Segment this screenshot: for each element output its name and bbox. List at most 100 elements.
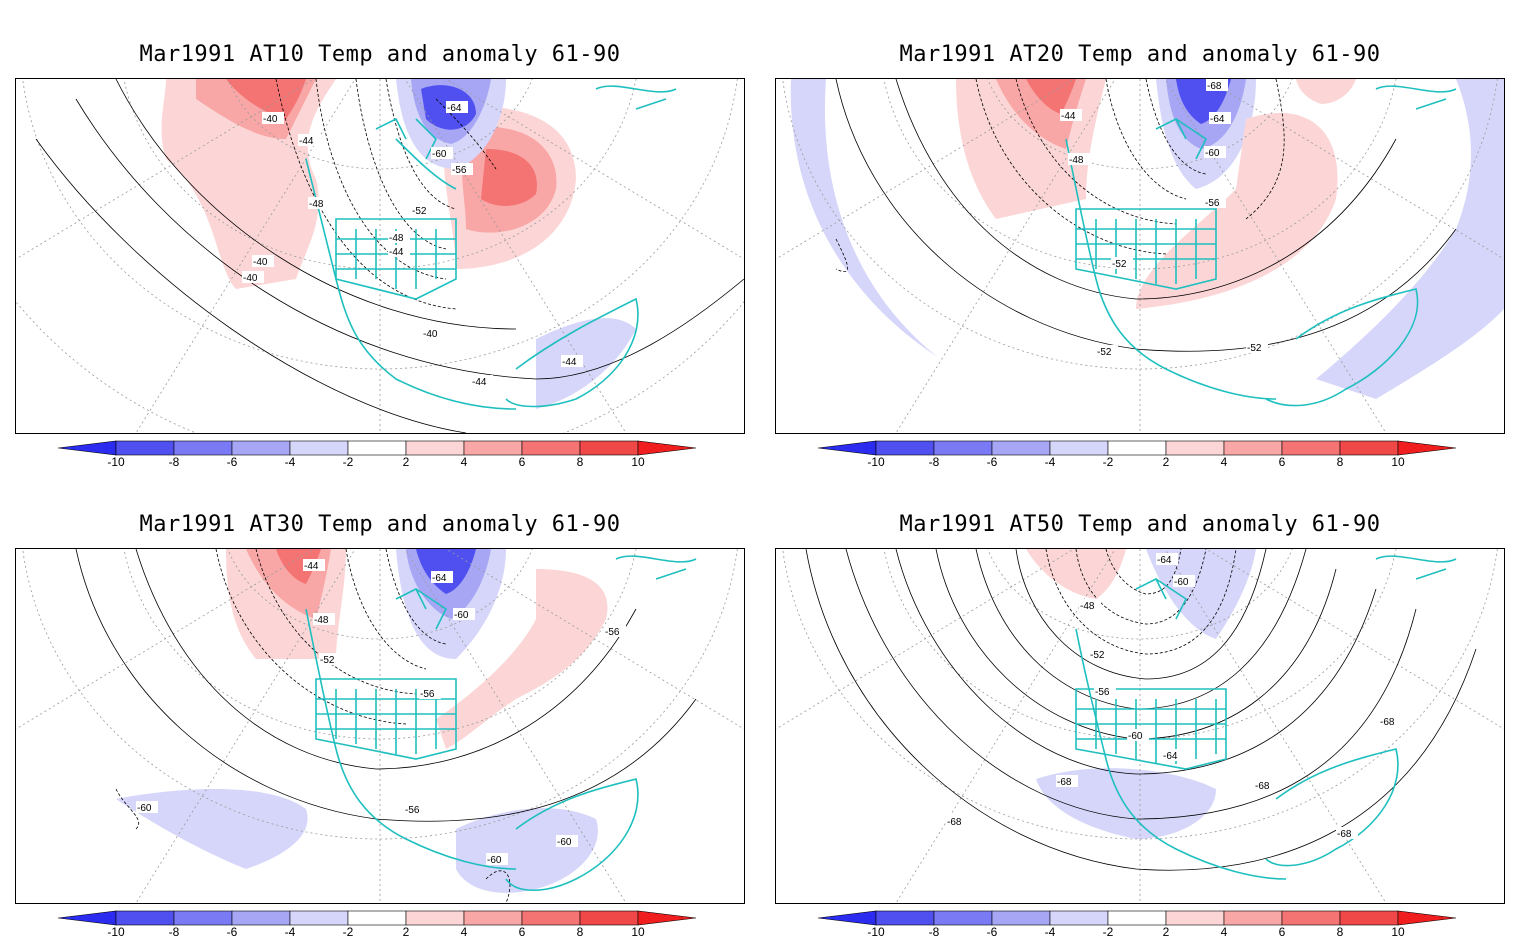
- contour-label: -56: [405, 805, 420, 816]
- colorbar-tick-label: -8: [929, 925, 940, 937]
- colorbar-tick-label: 8: [1337, 925, 1344, 937]
- map-at20: -68 -64 -44 -48 -60 -56 -52 -52 -52: [776, 79, 1504, 433]
- colorbar-tick-label: -6: [987, 925, 998, 937]
- colorbar-tick-label: 2: [403, 925, 410, 937]
- contour-label: -48: [1069, 155, 1084, 166]
- colorbar-graphic: -10 -8 -6 -4 -2 2 4 6 8 10: [57, 440, 697, 469]
- colorbar-segment: [991, 910, 1051, 926]
- coastlines: [1075, 555, 1457, 880]
- panel-at30: Mar1991 AT30 Temp and anomaly 61-90: [0, 470, 760, 940]
- contour-label: -48: [389, 233, 404, 244]
- contour-label: -44: [304, 561, 319, 572]
- map-at50: -64 -60 -48 -52 -56 -60 -64 -68 -68 -68 …: [776, 549, 1504, 903]
- contour-label: -68: [1255, 781, 1270, 792]
- map-frame: -64 -60 -48 -52 -56 -60 -64 -68 -68 -68 …: [775, 548, 1505, 904]
- colorbar-tick-label: -6: [227, 455, 238, 467]
- colorbar-tick-label: 6: [519, 925, 526, 937]
- map-frame: -44 -64 -48 -60 -52 -56 -56 -56 -60 -60 …: [15, 548, 745, 904]
- colorbar-segment: [579, 910, 639, 926]
- colorbar-tick-label: 10: [1391, 455, 1405, 467]
- colorbar-tick-label: -10: [107, 925, 125, 937]
- colorbar-segment: [991, 440, 1051, 456]
- colorbar-segment: [1107, 440, 1167, 456]
- contour-label: -60: [1174, 577, 1189, 588]
- colorbar-segment: [1049, 910, 1109, 926]
- contour-label: -40: [243, 273, 258, 284]
- contour-label: -68: [947, 817, 962, 828]
- colorbar-segment: [289, 440, 349, 456]
- colorbar-tick-label: -2: [343, 455, 354, 467]
- contour-label: -52: [1090, 650, 1105, 661]
- colorbar-segment: [289, 910, 349, 926]
- contour-labels: -68 -64 -44 -48 -60 -56 -52 -52 -52: [1060, 79, 1268, 358]
- contour-label: -60: [454, 610, 469, 621]
- colorbar-tick-label: 4: [461, 455, 468, 467]
- contour-label: -68: [1207, 81, 1222, 92]
- colorbar-tick-label: 6: [1279, 925, 1286, 937]
- contour-label: -56: [452, 165, 467, 176]
- colorbar-graphic: -10 -8 -6 -4 -2 2 4 6 8 10: [57, 910, 697, 939]
- contour-label: -56: [1205, 198, 1220, 209]
- colorbar-tick-label: 10: [1391, 925, 1405, 937]
- contour-label: -60: [1205, 148, 1220, 159]
- anomaly-positive: [1026, 549, 1126, 599]
- colorbar-segment: [1165, 440, 1225, 456]
- colorbar-tick-label: -6: [227, 925, 238, 937]
- colorbar: -10 -8 -6 -4 -2 2 4 6 8 10: [817, 907, 1462, 939]
- contour-labels: -40 -44 -48 -52 -56 -60 -64 -48 -44 -40 …: [242, 101, 583, 388]
- colorbar-graphic: -10 -8 -6 -4 -2 2 4 6 8 10: [817, 440, 1457, 469]
- contour-label: -40: [253, 257, 268, 268]
- colorbar-tick-label: 8: [577, 455, 584, 467]
- colorbar-segment: [173, 440, 233, 456]
- colorbar-segment: [1397, 910, 1457, 926]
- contour-label: -52: [412, 206, 427, 217]
- map-at10: -40 -44 -48 -52 -56 -60 -64 -48 -44 -40 …: [16, 79, 744, 433]
- panel-at10: Mar1991 AT10 Temp and anomaly 61-90: [0, 0, 760, 470]
- contour-label: -48: [309, 199, 324, 210]
- colorbar-segment: [933, 910, 993, 926]
- contour-label: -60: [1128, 731, 1143, 742]
- panel-title: Mar1991 AT20 Temp and anomaly 61-90: [899, 42, 1381, 67]
- colorbar-tick-label: 2: [1163, 925, 1170, 937]
- panel-title: Mar1991 AT50 Temp and anomaly 61-90: [899, 512, 1381, 537]
- contour-label: -68: [1057, 777, 1072, 788]
- colorbar-segment: [933, 440, 993, 456]
- anomaly-negative: [776, 79, 1504, 433]
- colorbar: -10 -8 -6 -4 -2 2 4 6 8 10: [817, 437, 1462, 469]
- colorbar-segment: [405, 440, 465, 456]
- colorbar-segment: [1281, 440, 1341, 456]
- colorbar-tick-label: -2: [1103, 455, 1114, 467]
- graticule: [16, 79, 744, 433]
- colorbar-segment: [875, 440, 935, 456]
- panel-at20: Mar1991 AT20 Temp and anomaly 61-90: [760, 0, 1520, 470]
- colorbar-tick-label: -4: [285, 455, 296, 467]
- contour-label: -40: [423, 329, 438, 340]
- colorbar-segment: [521, 440, 581, 456]
- colorbar-tick-label: 2: [403, 455, 410, 467]
- colorbar-segment: [115, 440, 175, 456]
- colorbar-tick-label: -2: [1103, 925, 1114, 937]
- colorbar-tick-label: 4: [1221, 455, 1228, 467]
- colorbar-tick-label: -10: [867, 925, 885, 937]
- contour-labels: -64 -60 -48 -52 -56 -60 -64 -68 -68 -68 …: [946, 553, 1401, 840]
- colorbar-tick-label: 8: [577, 925, 584, 937]
- contour-label: -64: [1157, 555, 1172, 566]
- map-frame: -68 -64 -44 -48 -60 -56 -52 -52 -52: [775, 78, 1505, 434]
- colorbar-segment: [405, 910, 465, 926]
- anomaly-positive: [161, 79, 576, 289]
- contour-label: -56: [1095, 687, 1110, 698]
- colorbar-tick-label: -8: [929, 455, 940, 467]
- graticule: [16, 549, 744, 903]
- contour-label: -64: [1210, 114, 1225, 125]
- contour-label: -60: [557, 837, 572, 848]
- colorbar-segment: [521, 910, 581, 926]
- colorbar-tick-label: 10: [631, 925, 645, 937]
- colorbar-segment: [115, 910, 175, 926]
- panel-at50: Mar1991 AT50 Temp and anomaly 61-90: [760, 470, 1520, 940]
- colorbar-segment: [347, 910, 407, 926]
- colorbar-tick-label: -6: [987, 455, 998, 467]
- colorbar-segment: [637, 440, 697, 456]
- colorbar-segment: [231, 440, 291, 456]
- contour-label: -56: [420, 689, 435, 700]
- colorbar-segment: [817, 440, 877, 456]
